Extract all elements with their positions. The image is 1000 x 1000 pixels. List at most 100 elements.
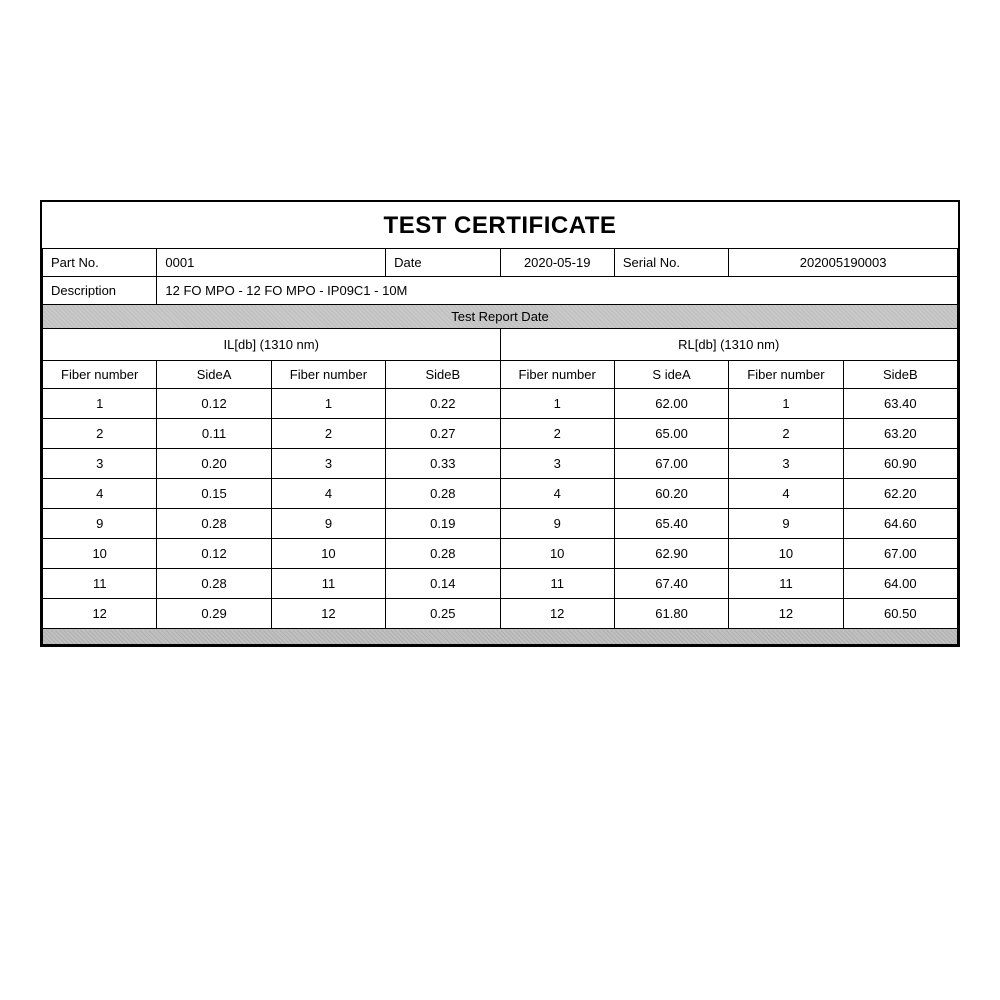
table-cell: 63.20 [843, 419, 957, 449]
col-fiber-4: Fiber number [729, 361, 843, 389]
table-cell: 3 [43, 449, 157, 479]
table-cell: 0.14 [386, 569, 500, 599]
table-cell: 4 [43, 479, 157, 509]
col-fiber-3: Fiber number [500, 361, 614, 389]
table-cell: 60.20 [614, 479, 728, 509]
serial-no-label: Serial No. [614, 249, 728, 277]
table-cell: 1 [500, 389, 614, 419]
table-cell: 0.29 [157, 599, 271, 629]
table-cell: 12 [729, 599, 843, 629]
col-sideb-1: SideB [386, 361, 500, 389]
table-cell: 0.27 [386, 419, 500, 449]
certificate-table: Part No. 0001 Date 2020-05-19 Serial No.… [42, 248, 958, 645]
table-cell: 0.12 [157, 539, 271, 569]
table-cell: 0.19 [386, 509, 500, 539]
table-cell: 9 [271, 509, 385, 539]
table-cell: 65.40 [614, 509, 728, 539]
table-cell: 10 [271, 539, 385, 569]
table-cell: 1 [271, 389, 385, 419]
table-cell: 0.12 [157, 389, 271, 419]
table-cell: 0.15 [157, 479, 271, 509]
table-cell: 12 [43, 599, 157, 629]
table-cell: 3 [500, 449, 614, 479]
description-value: 12 FO MPO - 12 FO MPO - IP09C1 - 10M [157, 277, 958, 305]
table-cell: 10 [500, 539, 614, 569]
table-cell: 12 [500, 599, 614, 629]
table-cell: 11 [729, 569, 843, 599]
section-header-row: IL[db] (1310 nm) RL[db] (1310 nm) [43, 329, 958, 361]
header-row-2: Description 12 FO MPO - 12 FO MPO - IP09… [43, 277, 958, 305]
column-header-row: Fiber number SideA Fiber number SideB Fi… [43, 361, 958, 389]
date-label: Date [386, 249, 500, 277]
footer-band [43, 629, 958, 645]
table-cell: 11 [43, 569, 157, 599]
table-cell: 0.28 [386, 479, 500, 509]
table-cell: 1 [43, 389, 157, 419]
table-row: 90.2890.19965.40964.60 [43, 509, 958, 539]
table-cell: 0.25 [386, 599, 500, 629]
col-fiber-1: Fiber number [43, 361, 157, 389]
data-body: 10.1210.22162.00163.4020.1120.27265.0026… [43, 389, 958, 629]
table-cell: 60.90 [843, 449, 957, 479]
footer-band-row [43, 629, 958, 645]
table-cell: 9 [500, 509, 614, 539]
table-cell: 0.28 [157, 569, 271, 599]
certificate-title: TEST CERTIFICATE [42, 202, 958, 248]
table-cell: 0.11 [157, 419, 271, 449]
il-section-header: IL[db] (1310 nm) [43, 329, 501, 361]
table-cell: 12 [271, 599, 385, 629]
table-cell: 3 [271, 449, 385, 479]
table-cell: 63.40 [843, 389, 957, 419]
col-sidea-1: SideA [157, 361, 271, 389]
table-cell: 1 [729, 389, 843, 419]
col-sidea-2: S ideA [614, 361, 728, 389]
table-cell: 62.00 [614, 389, 728, 419]
header-row-1: Part No. 0001 Date 2020-05-19 Serial No.… [43, 249, 958, 277]
table-row: 100.12100.281062.901067.00 [43, 539, 958, 569]
table-cell: 0.20 [157, 449, 271, 479]
table-cell: 2 [271, 419, 385, 449]
col-fiber-2: Fiber number [271, 361, 385, 389]
table-cell: 67.40 [614, 569, 728, 599]
table-cell: 4 [500, 479, 614, 509]
part-no-value: 0001 [157, 249, 386, 277]
table-cell: 2 [729, 419, 843, 449]
table-row: 20.1120.27265.00263.20 [43, 419, 958, 449]
band-row: Test Report Date [43, 305, 958, 329]
table-row: 10.1210.22162.00163.40 [43, 389, 958, 419]
table-cell: 2 [43, 419, 157, 449]
table-cell: 0.22 [386, 389, 500, 419]
col-sideb-2: SideB [843, 361, 957, 389]
table-cell: 62.90 [614, 539, 728, 569]
part-no-label: Part No. [43, 249, 157, 277]
table-cell: 67.00 [614, 449, 728, 479]
table-cell: 10 [43, 539, 157, 569]
table-cell: 0.28 [386, 539, 500, 569]
table-cell: 4 [271, 479, 385, 509]
table-cell: 61.80 [614, 599, 728, 629]
date-value: 2020-05-19 [500, 249, 614, 277]
test-report-date-band: Test Report Date [43, 305, 958, 329]
table-row: 40.1540.28460.20462.20 [43, 479, 958, 509]
table-row: 120.29120.251261.801260.50 [43, 599, 958, 629]
table-cell: 9 [729, 509, 843, 539]
table-cell: 4 [729, 479, 843, 509]
certificate-sheet: TEST CERTIFICATE Part No. 0001 Date 2020… [40, 200, 960, 647]
table-cell: 67.00 [843, 539, 957, 569]
table-cell: 62.20 [843, 479, 957, 509]
table-cell: 64.60 [843, 509, 957, 539]
table-cell: 9 [43, 509, 157, 539]
table-cell: 0.28 [157, 509, 271, 539]
table-row: 110.28110.141167.401164.00 [43, 569, 958, 599]
table-cell: 10 [729, 539, 843, 569]
table-row: 30.2030.33367.00360.90 [43, 449, 958, 479]
table-cell: 2 [500, 419, 614, 449]
serial-no-value: 202005190003 [729, 249, 958, 277]
table-cell: 60.50 [843, 599, 957, 629]
rl-section-header: RL[db] (1310 nm) [500, 329, 958, 361]
table-cell: 11 [500, 569, 614, 599]
table-cell: 11 [271, 569, 385, 599]
description-label: Description [43, 277, 157, 305]
table-cell: 64.00 [843, 569, 957, 599]
table-cell: 3 [729, 449, 843, 479]
